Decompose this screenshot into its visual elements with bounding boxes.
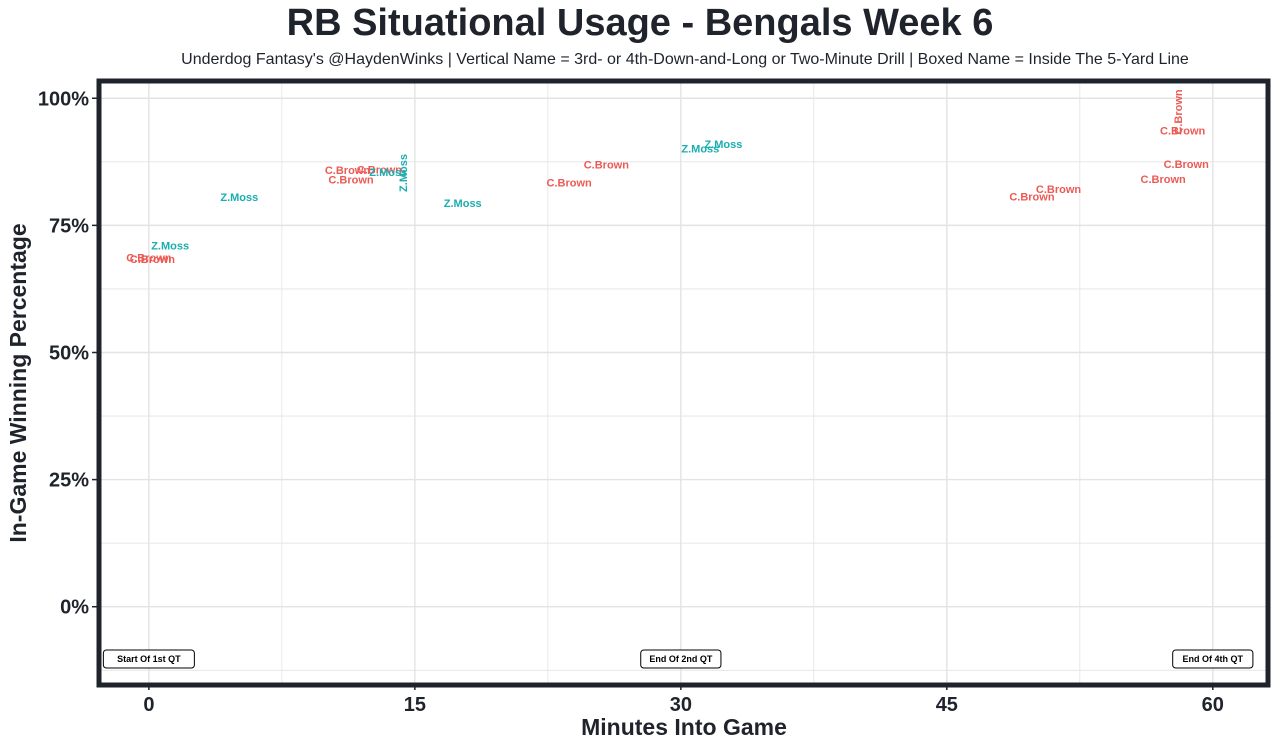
chart-title: RB Situational Usage - Bengals Week 6: [286, 2, 994, 44]
point-label: C.Brown: [328, 175, 374, 187]
quarter-markers: Start Of 1st QT End Of 2nd QT End Of 4th Q…: [102, 649, 1254, 669]
quarter-marker-label: End Of 4th QT: [1183, 654, 1244, 664]
quarter-marker-label: End Of 2nd QT: [649, 654, 712, 664]
point-label: Z.Moss: [681, 144, 719, 156]
point-label: C.Brown: [357, 164, 403, 176]
point-label: Z.Moss: [704, 139, 742, 151]
point-label: Z.Moss: [151, 241, 189, 253]
x-tick-label: 15: [404, 694, 426, 716]
point-label: C.Brown: [325, 165, 371, 177]
point-label: C.Brown: [130, 254, 176, 266]
point-label: Z.Moss: [398, 154, 410, 192]
point-label: C.Brown: [1164, 159, 1210, 171]
x-axis-ticks: 0 15 30 45 60: [143, 685, 1224, 716]
x-tick-label: 30: [670, 694, 692, 716]
grid-lines: [101, 83, 1266, 683]
point-label: Z.Moss: [444, 198, 482, 210]
quarter-marker-box: [102, 649, 195, 669]
quarter-marker: End Of 4th QT: [1172, 649, 1254, 669]
point-label: C.Brown: [1009, 191, 1055, 203]
point-label: C.Brown: [1173, 89, 1185, 135]
point-label: C.Brown: [584, 159, 630, 171]
point-label: C.Brown: [547, 178, 593, 190]
point-label: C.Brown: [1036, 184, 1082, 196]
point-label: C.Brown: [1141, 174, 1187, 186]
x-tick-label: 45: [936, 694, 958, 716]
y-axis-title: In-Game Winning Percentage: [5, 223, 31, 542]
quarter-marker-box: [1172, 649, 1254, 669]
quarter-marker-label: Start Of 1st QT: [117, 654, 181, 664]
quarter-marker-box: [640, 649, 722, 669]
quarter-marker: Start Of 1st QT: [102, 649, 195, 669]
point-label: Z.Moss: [369, 167, 407, 179]
y-tick-label: 0%: [60, 597, 89, 619]
point-label: C.Brown: [1160, 126, 1206, 138]
y-tick-label: 100%: [38, 88, 89, 110]
quarter-marker: End Of 2nd QT: [640, 649, 722, 669]
y-tick-label: 50%: [49, 342, 89, 364]
point-label: C.Brown: [126, 252, 172, 264]
chart-subtitle: Underdog Fantasy's @HaydenWinks | Vertic…: [181, 51, 1189, 68]
y-tick-label: 75%: [49, 215, 89, 237]
point-label: Z.Moss: [220, 192, 258, 204]
x-axis-title: Minutes Into Game: [581, 714, 787, 740]
x-tick-label: 60: [1202, 694, 1224, 716]
y-tick-label: 25%: [49, 470, 89, 492]
plot-frame: [96, 78, 1271, 688]
y-axis-ticks: 0% 25% 50% 75% 100%: [38, 88, 97, 619]
data-labels: C.BrownC.BrownZ.MossZ.MossC.BrownC.Brown…: [126, 89, 1209, 266]
x-tick-label: 0: [143, 694, 154, 716]
